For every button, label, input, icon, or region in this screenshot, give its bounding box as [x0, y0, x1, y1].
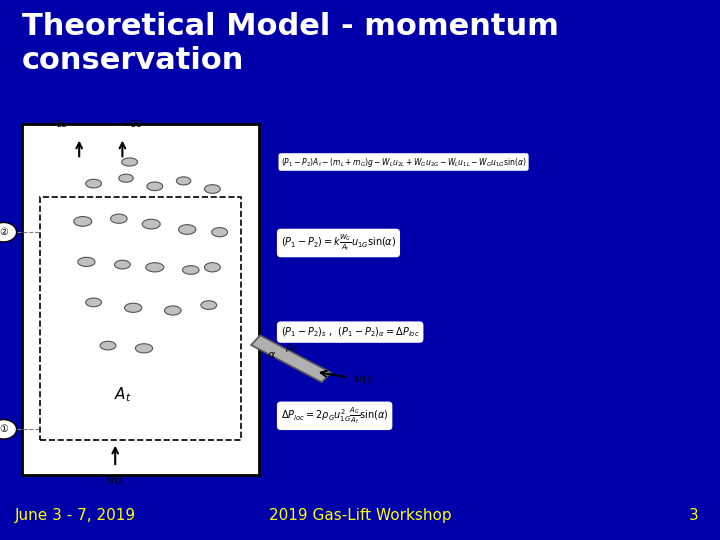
Polygon shape [251, 335, 331, 382]
Circle shape [0, 222, 17, 242]
Ellipse shape [100, 341, 116, 350]
Ellipse shape [176, 177, 191, 185]
Ellipse shape [135, 344, 153, 353]
Bar [266, 275, 713, 294]
Ellipse shape [86, 298, 102, 307]
Ellipse shape [86, 179, 102, 188]
Text: $\alpha$: $\alpha$ [267, 350, 276, 360]
Ellipse shape [204, 185, 220, 193]
Text: $(P_1 - P_2)_s$ ,  $(P_1 - P_2)_\alpha = \Delta P_{loc}$: $(P_1 - P_2)_s$ , $(P_1 - P_2)_\alpha = … [281, 325, 420, 339]
Ellipse shape [78, 258, 95, 266]
Text: $u_{1G}$: $u_{1G}$ [354, 374, 374, 386]
Text: ②: ② [0, 227, 8, 237]
Text: Theoretical Model - momentum
conservation: Theoretical Model - momentum conservatio… [22, 12, 559, 75]
Ellipse shape [183, 266, 199, 274]
Text: $A_t$: $A_t$ [114, 385, 131, 403]
Text: 2019 Gas-Lift Workshop: 2019 Gas-Lift Workshop [269, 508, 451, 523]
Text: $(P_1 - P_2)A_t - (m_L + m_G)g - W_L u_{2L} + W_G u_{2G} - W_L u_{1L} - W_G u_{1: $(P_1 - P_2)A_t - (m_L + m_G)g - W_L u_{… [281, 156, 526, 168]
Text: $u_{1L}$: $u_{1L}$ [107, 475, 124, 487]
Text: June 3 - 7, 2019: June 3 - 7, 2019 [14, 508, 135, 523]
Ellipse shape [73, 217, 92, 226]
Text: $\rho_G$: $\rho_G$ [285, 342, 298, 354]
Bar [40, 197, 241, 440]
Ellipse shape [111, 214, 127, 224]
Text: $u_{2G}$: $u_{2G}$ [123, 118, 143, 130]
Ellipse shape [114, 260, 130, 269]
Bar [266, 197, 713, 216]
Ellipse shape [143, 219, 161, 229]
Circle shape [0, 420, 17, 439]
Ellipse shape [204, 263, 220, 272]
Ellipse shape [201, 301, 217, 309]
Ellipse shape [125, 303, 142, 312]
Text: 3: 3 [688, 508, 698, 523]
Text: ①: ① [0, 424, 8, 434]
Text: $u_{2L}$: $u_{2L}$ [49, 118, 66, 130]
Text: $\Delta P_{loc} = 2\rho_G u_{1G}^2 \frac{A_G}{A_t} \sin(\alpha)$: $\Delta P_{loc} = 2\rho_G u_{1G}^2 \frac… [281, 406, 389, 426]
Ellipse shape [122, 158, 138, 166]
Bar [266, 354, 713, 373]
Ellipse shape [164, 306, 181, 315]
Ellipse shape [145, 263, 163, 272]
Text: $(P_1 - P_2) = k \frac{W_G}{A_t} u_{1G} \sin(\alpha)$: $(P_1 - P_2) = k \frac{W_G}{A_t} u_{1G} … [281, 233, 396, 253]
Ellipse shape [179, 225, 196, 234]
Bar [22, 124, 259, 475]
Ellipse shape [147, 182, 163, 191]
Ellipse shape [119, 174, 133, 183]
Ellipse shape [212, 228, 228, 237]
